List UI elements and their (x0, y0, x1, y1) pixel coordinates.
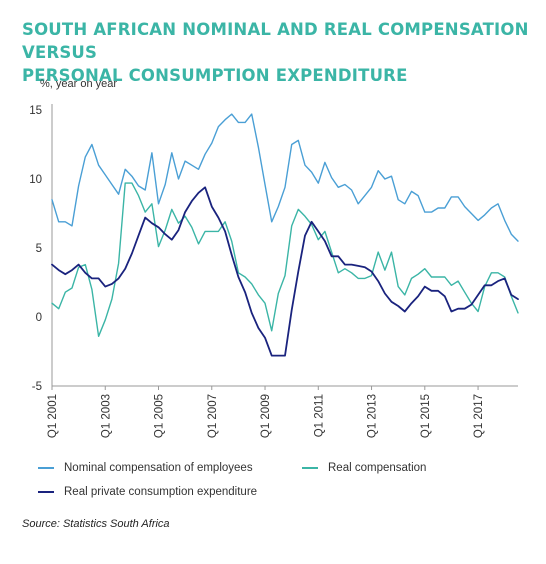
y-tick-label: 15 (29, 105, 42, 117)
x-tick-label: Q1 2001 (47, 394, 59, 438)
x-tick-label: Q1 2015 (420, 394, 432, 438)
chart-title-line-2: PERSONAL CONSUMPTION EXPENDITURE (22, 66, 408, 85)
y-tick-label: 10 (29, 174, 42, 186)
chart-title-line-1: SOUTH AFRICAN NOMINAL AND REAL COMPENSAT… (22, 20, 529, 62)
x-tick-labels: Q1 2001 Q1 2003 Q1 2005 Q1 2007 Q1 2009 Q1 20… (47, 394, 485, 438)
legend-item-nominal: Nominal compensation of employees (38, 462, 253, 474)
y-axis-label: %, year on year (40, 78, 118, 90)
x-tick-label: Q1 2009 (260, 394, 272, 438)
series-line-real-private-consumption-expenditure (51, 186, 519, 357)
legend-swatch-consumption (38, 491, 54, 493)
x-tick-label: Q1 2003 (100, 394, 112, 438)
x-tick-label: Q1 2007 (207, 394, 219, 438)
x-tick-label: Q1 2011 (313, 394, 325, 437)
series-line-nominal-compensation-of-employees (51, 113, 519, 242)
chart-axes (51, 104, 518, 390)
legend-swatch-real-compensation (302, 467, 318, 469)
x-tick-label: Q1 2013 (367, 394, 379, 438)
y-tick-labels: 15 10 5 0 -5 (29, 105, 42, 393)
x-tick-label: Q1 2017 (473, 394, 485, 438)
legend-item-real-compensation: Real compensation (302, 462, 426, 474)
y-tick-label: -5 (32, 381, 42, 393)
legend-item-consumption: Real private consumption expenditure (38, 486, 257, 498)
series-line-real-compensation (51, 182, 519, 337)
y-tick-label: 0 (36, 312, 42, 324)
legend-swatch-nominal (38, 467, 54, 469)
source-note: Source: Statistics South Africa (22, 518, 170, 530)
y-tick-label: 5 (36, 243, 42, 255)
x-tick-label: Q1 2005 (154, 394, 166, 438)
legend-label-nominal: Nominal compensation of employees (64, 462, 253, 474)
chart-series (51, 113, 519, 357)
legend-label-real-compensation: Real compensation (328, 462, 427, 474)
legend-label-consumption: Real private consumption expenditure (64, 486, 258, 498)
chart-title: SOUTH AFRICAN NOMINAL AND REAL COMPENSAT… (22, 18, 532, 87)
